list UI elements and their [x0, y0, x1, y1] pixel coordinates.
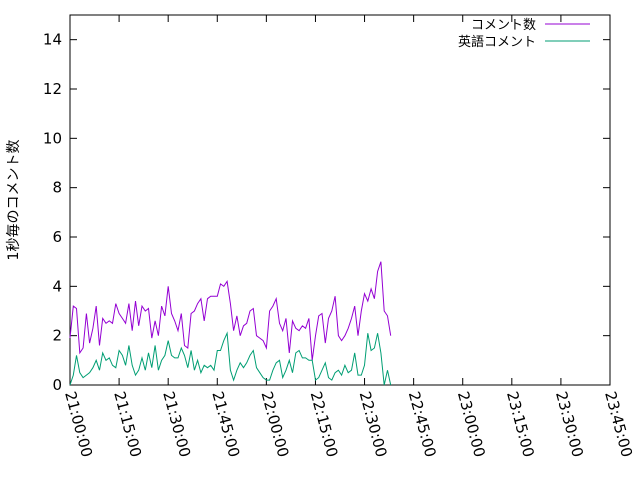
x-tick-label: 22:15:00: [307, 389, 342, 459]
y-axis-label: 1秒毎のコメント数: [6, 140, 22, 261]
x-tick-label: 22:30:00: [356, 389, 391, 459]
y-tick-label: 12: [43, 80, 62, 98]
y-tick-label: 8: [52, 179, 62, 197]
series-line-1: [69, 331, 392, 386]
y-tick-label: 4: [52, 277, 62, 295]
y-tick-label: 14: [43, 31, 62, 49]
y-tick-label: 0: [52, 376, 62, 394]
x-tick-label: 21:00:00: [61, 389, 96, 459]
legend-label: 英語コメント: [458, 34, 536, 50]
x-tick-label: 23:15:00: [503, 389, 538, 459]
y-tick-label: 10: [43, 129, 62, 147]
x-tick-label: 22:45:00: [405, 389, 440, 459]
x-tick-label: 21:45:00: [208, 389, 243, 459]
x-tick-label: 21:30:00: [159, 389, 194, 459]
y-tick-label: 6: [52, 228, 62, 246]
plot-frame: [69, 14, 611, 386]
y-tick-label: 2: [52, 327, 62, 345]
x-tick-label: 23:45:00: [601, 389, 636, 459]
x-tick-label: 23:00:00: [454, 389, 489, 459]
x-tick-label: 21:15:00: [110, 389, 145, 459]
legend-label: コメント数: [471, 18, 536, 33]
x-tick-label: 23:30:00: [552, 389, 587, 459]
series-line-0: [69, 261, 392, 361]
x-tick-label: 22:00:00: [257, 389, 292, 459]
y-axis: 0 2 4 6 8 10 12 14: [43, 31, 610, 394]
series-lines: [69, 261, 392, 386]
x-axis: 21:00:00 21:15:00 21:30:00 21:45:00 22:00:00…: [61, 15, 636, 459]
